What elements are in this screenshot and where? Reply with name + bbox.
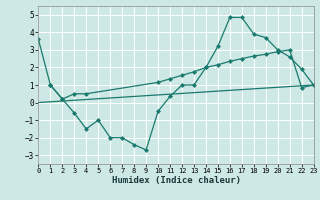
X-axis label: Humidex (Indice chaleur): Humidex (Indice chaleur) <box>111 176 241 185</box>
